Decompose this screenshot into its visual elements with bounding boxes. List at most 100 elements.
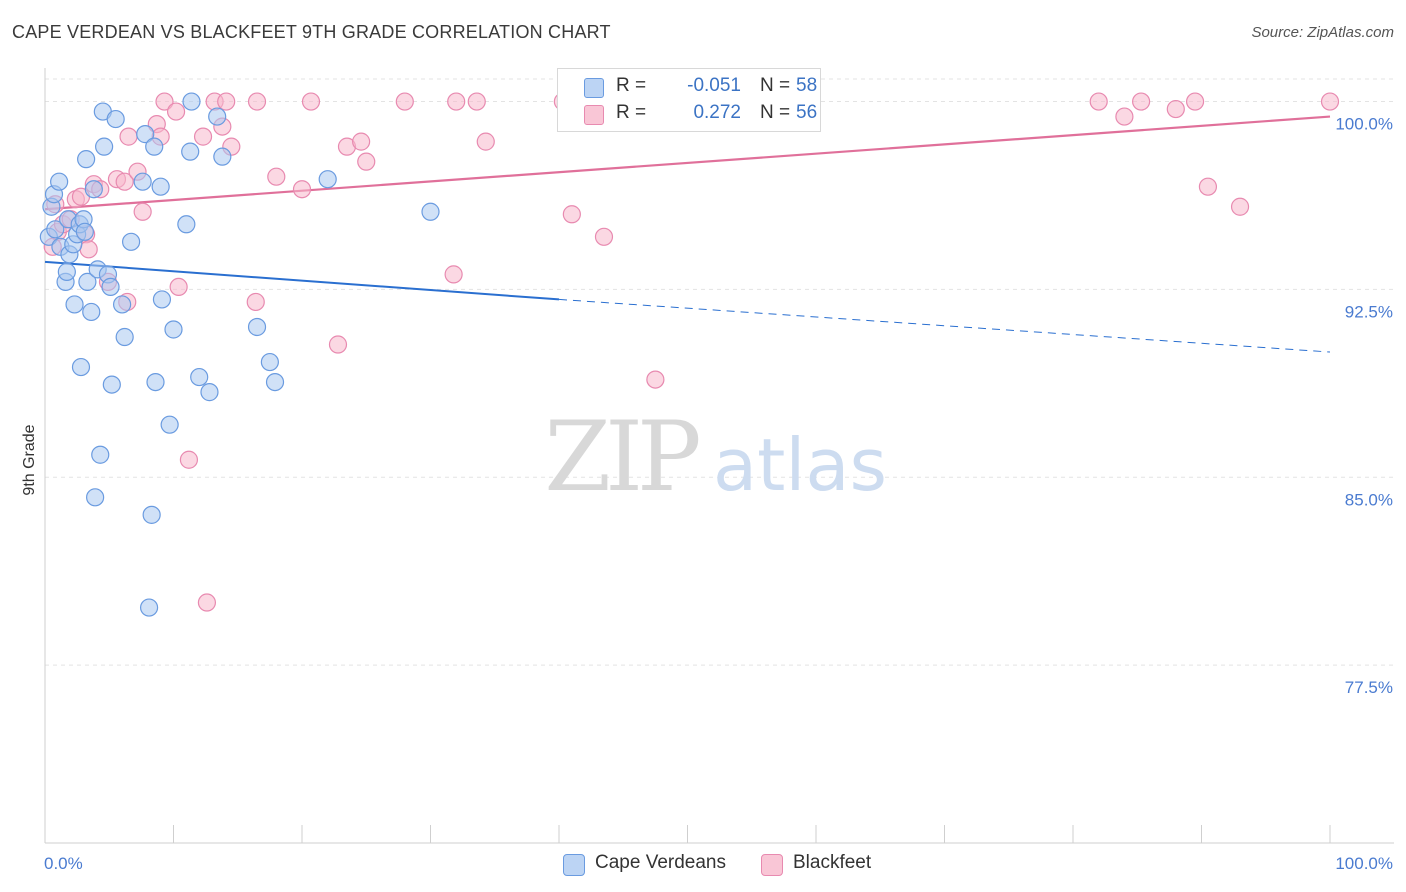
blackfeet-point: [247, 92, 267, 111]
legend-n-label: N =: [760, 75, 791, 96]
blackfeet-trendline: [44, 115, 1331, 211]
cape-verdean-point: [65, 295, 84, 314]
cape-verdean-point: [200, 383, 219, 402]
cape-verdean-point: [112, 295, 132, 314]
chart-title: CAPE VERDEAN VS BLACKFEET 9TH GRADE CORR…: [12, 22, 611, 42]
blackfeet-point: [467, 92, 486, 111]
cape-verdean-point: [139, 598, 159, 617]
cape-verdean-point: [136, 125, 155, 144]
cape-verdean-point: [260, 352, 279, 372]
cape-verdean-point: [181, 142, 200, 161]
cape-verdean-point: [142, 505, 161, 524]
legend-n-value: 58: [796, 75, 818, 96]
blackfeet-point: [1115, 107, 1134, 126]
gridlines: [45, 78, 1394, 666]
legend-r-label: R =: [616, 75, 647, 96]
cape-verdean-point: [75, 222, 94, 241]
blackfeet-point: [133, 202, 152, 221]
blackfeet-point: [119, 127, 138, 146]
cape-verdean-point: [57, 262, 76, 281]
blackfeet-point: [292, 180, 312, 199]
cape-verdean-point: [265, 372, 285, 392]
blackfeet-point: [357, 152, 376, 171]
cape-verdean-point: [46, 220, 65, 239]
cape-verdean-point: [71, 357, 91, 377]
cape-verdean-point: [77, 150, 96, 169]
x-tick-label-min: 0.0%: [44, 854, 83, 873]
watermark: ZIP atlas: [544, 401, 887, 513]
cape-verdean-point: [102, 375, 121, 394]
y-tick-label: 92.5%: [1345, 302, 1393, 321]
legend-r-label: R =: [616, 102, 647, 123]
blackfeet-point: [169, 277, 188, 297]
data-points: [39, 92, 1340, 617]
cape-verdean-trendline: [44, 260, 560, 301]
legend-n-value: 56: [796, 102, 818, 123]
watermark-zip: ZIP: [544, 401, 699, 513]
y-tick-label: 100.0%: [1335, 115, 1393, 134]
cape-verdean-point: [86, 488, 105, 507]
correlation-legend: R = -0.051 N = 58 R = 0.272 N = 56: [557, 68, 821, 132]
cape-verdean-point: [101, 277, 120, 297]
cape-verdean-point: [146, 372, 165, 392]
legend-r-value: 0.272: [693, 102, 741, 123]
legend-r-value: -0.051: [687, 75, 741, 96]
cape-verdean-point: [190, 367, 209, 387]
cape-verdean-point: [82, 302, 101, 322]
cape-verdean-point: [318, 170, 337, 189]
cape-verdean-point: [95, 137, 114, 156]
axes: [44, 68, 1394, 844]
blackfeet-point: [594, 227, 614, 246]
cape-verdean-point: [91, 445, 110, 464]
blackfeet-point: [476, 132, 495, 151]
y-tick-label: 77.5%: [1345, 678, 1393, 697]
blackfeet-point: [79, 240, 98, 259]
cape-verdean-point: [115, 327, 134, 347]
tick-labels: 77.5% 85.0% 92.5% 100.0% 0.0% 100.0%: [44, 115, 1393, 873]
legend-n-label: N =: [760, 102, 791, 123]
cape-verdean-point: [133, 172, 152, 191]
cape-verdean-point: [78, 272, 97, 291]
blackfeet-point: [1132, 92, 1151, 111]
cape-verdean-point: [421, 202, 440, 221]
cape-verdean-point: [177, 215, 196, 234]
blackfeet-point: [1185, 92, 1205, 111]
cape-verdean-trendline-extension: [558, 298, 1331, 353]
y-axis-label: 9th Grade: [21, 424, 38, 495]
cape-verdean-point: [213, 147, 232, 166]
source-label: Source: ZipAtlas.com: [1251, 24, 1394, 41]
blackfeet-point: [646, 370, 665, 389]
blackfeet-point: [1089, 92, 1108, 111]
blackfeet-point: [1166, 99, 1185, 119]
blackfeet-point: [328, 335, 348, 354]
blackfeet-point: [1320, 92, 1340, 111]
cape-verdean-point: [50, 172, 69, 191]
legend-swatch-blue: [584, 78, 604, 98]
legend-swatch-pink: [584, 105, 604, 125]
blackfeet-point: [562, 205, 581, 224]
cape-verdean-point: [121, 232, 141, 251]
watermark-atlas: atlas: [713, 423, 887, 507]
cape-verdean-point: [84, 180, 103, 199]
legend-label: Blackfeet: [793, 852, 872, 873]
cape-verdean-point: [182, 92, 201, 111]
cape-verdean-point: [164, 320, 183, 339]
blackfeet-point: [395, 92, 414, 111]
blackfeet-point: [1230, 197, 1250, 216]
blackfeet-point: [155, 92, 174, 111]
blackfeet-point: [267, 167, 286, 186]
blackfeet-point: [444, 265, 463, 284]
blackfeet-point: [447, 92, 466, 111]
cape-verdean-point: [106, 109, 125, 129]
cape-verdean-point: [151, 177, 170, 196]
blackfeet-point: [166, 102, 186, 121]
blackfeet-point: [115, 172, 134, 191]
legend-swatch-blue: [563, 854, 585, 876]
cape-verdean-point: [145, 137, 164, 156]
x-tick-label-max: 100.0%: [1335, 854, 1393, 873]
cape-verdean-point: [208, 107, 227, 126]
cape-verdean-point: [152, 290, 172, 309]
blackfeet-point: [217, 92, 236, 111]
legend-label: Cape Verdeans: [595, 852, 726, 873]
